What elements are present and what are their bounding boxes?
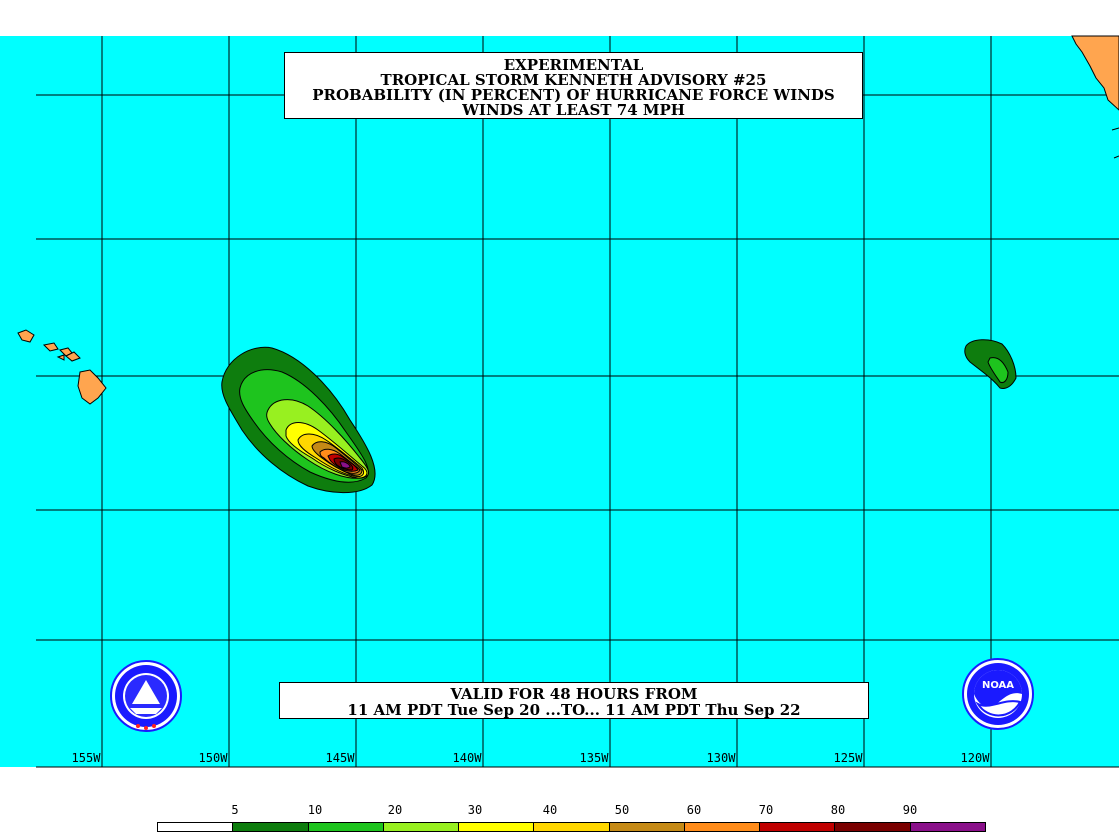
ocean <box>0 36 1119 767</box>
probability-map: NOAA <box>0 35 1119 768</box>
legend-label-20: 20 <box>387 803 403 817</box>
legend-swatch-0 <box>158 823 234 831</box>
legend-swatch-2 <box>308 823 384 831</box>
legend-swatch-7 <box>684 823 761 831</box>
title-line-2: TROPICAL STORM KENNETH ADVISORY #25 <box>380 71 767 89</box>
valid-line-1: VALID FOR 48 HOURS FROM <box>450 685 698 703</box>
california-coast <box>1071 35 1119 111</box>
lon-label-130w: 130W <box>706 751 736 765</box>
legend-label-70: 70 <box>758 803 774 817</box>
legend-swatch-3 <box>383 823 460 831</box>
legend-swatch-8 <box>760 823 836 831</box>
legend-label-40: 40 <box>542 803 558 817</box>
legend-label-50: 50 <box>614 803 630 817</box>
title-line-1: EXPERIMENTAL <box>503 56 644 74</box>
svg-text:NOAA: NOAA <box>982 680 1014 691</box>
legend-swatch-6 <box>609 823 685 831</box>
legend-label-30: 30 <box>467 803 483 817</box>
lon-label-140w: 140W <box>452 751 482 765</box>
legend-color-bar <box>157 822 986 832</box>
legend-swatch-4 <box>459 823 535 831</box>
probability-swath <box>221 346 376 494</box>
lat-lon-grid <box>36 36 1119 768</box>
valid-line-2: 11 AM PDT Tue Sep 20 ...TO... 11 AM PDT … <box>347 701 801 719</box>
legend-label-60: 60 <box>686 803 702 817</box>
hawaii-islands <box>17 329 107 405</box>
map-title-box: EXPERIMENTAL TROPICAL STORM KENNETH ADVI… <box>284 52 863 119</box>
legend-label-80: 80 <box>830 803 846 817</box>
legend-label-90: 90 <box>902 803 918 817</box>
valid-period-box: VALID FOR 48 HOURS FROM 11 AM PDT Tue Se… <box>279 682 869 719</box>
legend-swatch-5 <box>534 823 610 831</box>
lon-label-125w: 125W <box>833 751 863 765</box>
lon-label-120w: 120W <box>960 751 990 765</box>
legend-label-5: 5 <box>231 803 239 817</box>
legend-label-10: 10 <box>307 803 323 817</box>
lon-label-135w: 135W <box>579 751 609 765</box>
legend-swatch-1 <box>233 823 309 831</box>
noaa-logo: NOAA <box>962 658 1034 730</box>
eastern-probability-area <box>964 339 1017 389</box>
lon-label-145w: 145W <box>325 751 355 765</box>
legend-swatch-9 <box>835 823 911 831</box>
nws-logo <box>110 660 182 732</box>
title-line-4: WINDS AT LEAST 74 MPH <box>462 101 685 119</box>
lon-label-155w: 155W <box>71 751 101 765</box>
lon-label-150w: 150W <box>198 751 228 765</box>
title-line-3: PROBABILITY (IN PERCENT) OF HURRICANE FO… <box>312 86 835 104</box>
legend-swatch-10 <box>910 823 985 831</box>
